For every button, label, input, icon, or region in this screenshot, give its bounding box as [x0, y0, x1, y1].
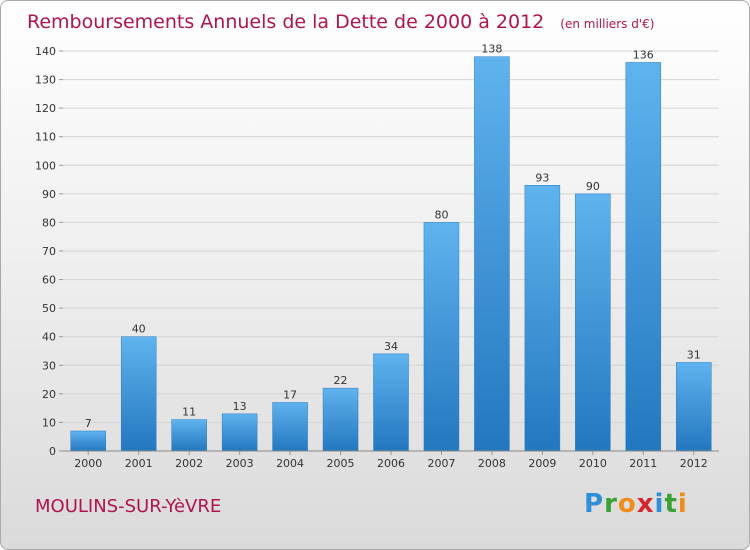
bar-value-label: 40 — [132, 323, 146, 336]
y-tick-label: 50 — [42, 302, 56, 315]
chart-title-main: Remboursements Annuels de la Dette de 20… — [27, 11, 544, 33]
bar-value-label: 138 — [481, 43, 502, 56]
bar-2011 — [625, 62, 662, 452]
x-tick-label: 2010 — [579, 457, 607, 470]
bar-value-label: 17 — [283, 388, 297, 401]
logo-letter: r — [604, 489, 618, 519]
bar-value-label: 31 — [687, 348, 701, 361]
y-tick-label: 90 — [42, 188, 56, 201]
x-tick-label: 2011 — [629, 457, 657, 470]
logo-letter: o — [617, 489, 637, 519]
bar-value-label: 7 — [85, 417, 92, 430]
y-tick-label: 30 — [42, 359, 56, 372]
x-tick-label: 2006 — [377, 457, 405, 470]
bar-2008 — [474, 56, 510, 452]
y-tick-label: 140 — [35, 45, 56, 58]
bar-value-label: 90 — [586, 180, 600, 193]
bar-2002 — [171, 419, 207, 452]
y-tick-label: 120 — [35, 102, 56, 115]
x-axis-ticks: 2000 2001 2002 2003 2004 2005 2006 2007 2008 2009… — [74, 451, 708, 470]
bar-2003 — [221, 413, 258, 452]
y-tick-label: 110 — [35, 131, 56, 144]
bar-value-label: 34 — [384, 340, 398, 353]
bar-value-label: 80 — [434, 208, 448, 221]
bar-2005 — [322, 387, 359, 452]
y-tick-label: 100 — [35, 159, 56, 172]
bar-2009 — [524, 185, 561, 452]
logo-letter: i — [677, 489, 688, 519]
city-name: MOULINS-SUR-YèVRE — [35, 496, 222, 517]
y-tick-label: 10 — [42, 416, 56, 429]
y-axis-ticks: 0 10 20 30 40 50 60 70 80 90 100 110 120 130 140 — [35, 45, 63, 458]
bar-2012 — [676, 362, 712, 452]
x-tick-label: 2002 — [175, 457, 203, 470]
x-tick-label: 2003 — [226, 457, 254, 470]
bar-2006 — [373, 353, 409, 452]
x-tick-label: 2007 — [427, 457, 455, 470]
chart-title-unit: (en milliers d'€) — [560, 17, 654, 31]
logo-letter: P — [584, 489, 605, 519]
x-tick-label: 2005 — [327, 457, 355, 470]
bar-2001 — [120, 336, 157, 452]
bars: 7 40 11 13 17 22 34 80 138 93 90 136 31 — [70, 43, 712, 452]
logo-letter: t — [664, 489, 678, 519]
bar-value-label: 22 — [334, 374, 348, 387]
bar-2004 — [272, 402, 308, 452]
logo-letter: x — [636, 489, 655, 519]
y-tick-label: 40 — [42, 331, 56, 344]
x-tick-label: 2009 — [528, 457, 556, 470]
x-tick-label: 2012 — [680, 457, 708, 470]
bar-value-label: 13 — [233, 400, 247, 413]
x-tick-label: 2001 — [125, 457, 153, 470]
bar-2000 — [70, 430, 106, 452]
bar-value-label: 136 — [633, 48, 654, 61]
chart-title: Remboursements Annuels de la Dette de 20… — [27, 11, 654, 33]
proxiti-logo: Proxiti — [584, 489, 688, 519]
y-tick-label: 80 — [42, 216, 56, 229]
gridlines — [63, 50, 719, 452]
logo-letter: i — [654, 489, 665, 519]
bar-value-label: 11 — [182, 406, 196, 419]
y-tick-label: 70 — [42, 245, 56, 258]
x-tick-label: 2000 — [74, 457, 102, 470]
bar-value-label: 93 — [535, 171, 549, 184]
bar-2010 — [575, 193, 611, 452]
x-tick-label: 2008 — [478, 457, 506, 470]
y-tick-label: 60 — [42, 274, 56, 287]
y-tick-label: 130 — [35, 74, 56, 87]
x-tick-label: 2004 — [276, 457, 304, 470]
bar-2007 — [423, 222, 460, 452]
y-tick-label: 0 — [49, 445, 56, 458]
y-tick-label: 20 — [42, 388, 56, 401]
